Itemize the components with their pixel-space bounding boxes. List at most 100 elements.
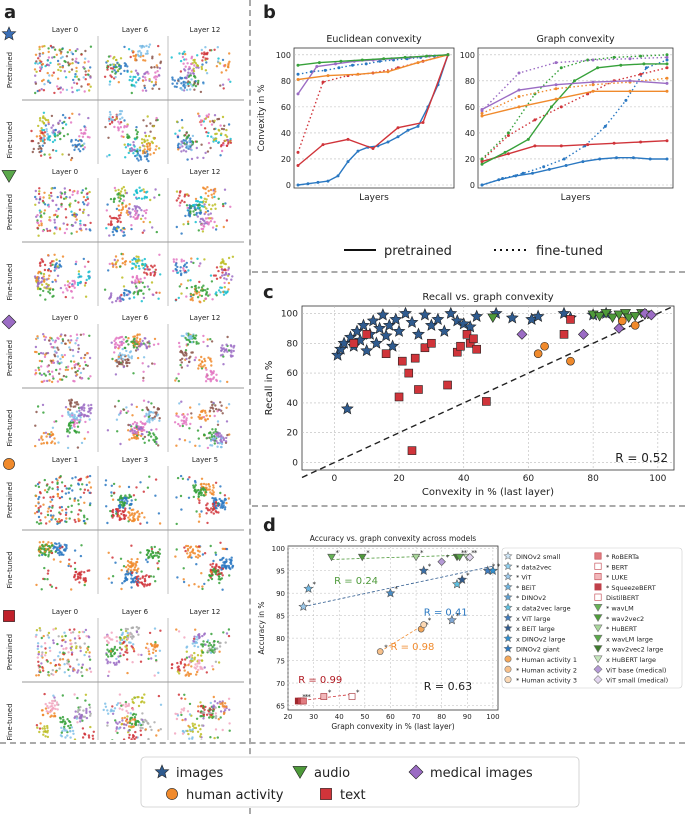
embedding-point [150,66,153,69]
embedding-point [210,511,213,514]
embedding-point [135,577,138,581]
embedding-point [50,360,53,363]
embedding-point [34,369,37,372]
embedding-point [209,568,212,571]
embedding-point [44,124,47,127]
embedding-point [200,223,203,226]
embedding-point [131,281,134,284]
embedding-point [38,359,42,363]
embedding-point [213,640,216,643]
embedding-point [191,134,195,138]
embedding-point [172,258,175,261]
embedding-point [69,334,72,338]
embedding-point [48,339,51,342]
embedding-point [200,491,203,495]
embedding-point [126,651,129,654]
embedding-point [48,373,51,376]
embedding-point [215,65,219,68]
embedding-point [152,575,155,578]
embedding-point [69,424,73,427]
embedding-point [196,665,199,668]
embedding-point [108,262,112,266]
embedding-point [149,130,152,133]
embedding-point [141,712,144,715]
embedding-point [185,271,188,274]
embedding-point [122,365,126,369]
embedding-point [204,491,208,494]
embedding-point [66,365,70,368]
embedding-point [217,57,220,60]
embedding-point [190,157,194,161]
embedding-point [187,674,191,677]
embedding-point [195,203,198,206]
embedding-point [76,283,80,287]
embedding-point [151,57,154,60]
embedding-point [179,349,183,353]
embedding-point [150,264,153,267]
embedding-point [53,269,56,272]
fit-line-audio [331,554,468,560]
embedding-point [57,63,60,66]
diagonal-line [301,305,675,479]
embedding-point [200,355,203,359]
embedding-point [191,141,195,144]
embedding-point [36,647,39,651]
embedding-point [61,721,64,724]
circle-point [566,356,575,366]
embedding-point [140,138,144,141]
model-suffix: * [461,549,465,557]
embedding-point [149,147,152,150]
embedding-point [68,399,71,402]
embedding-point [132,643,135,646]
embedding-point [44,553,47,557]
embedding-point [153,545,156,549]
embedding-point [183,439,187,442]
embedding-point [50,541,53,545]
embedding-point [190,556,193,559]
embedding-point [42,733,45,736]
embedding-point [171,82,174,85]
embedding-point [35,215,38,218]
embedding-point [60,481,64,484]
embedding-point [56,77,60,80]
embedding-point [198,444,201,448]
embedding-point [175,548,178,551]
series-line [481,80,668,111]
embedding-point [207,213,210,216]
series-point [554,61,558,65]
embedding-point [84,57,87,60]
embedding-point [150,546,153,549]
embedding-point [84,132,87,135]
embedding-point [186,279,190,282]
embedding-point [75,373,79,376]
embedding-point [146,265,149,269]
embedding-point [141,576,144,579]
embedding-point [177,668,181,671]
embedding-point [136,72,140,76]
embedding-point [194,208,197,211]
embedding-point [114,72,117,75]
series-point [296,92,300,96]
embedding-point [120,517,123,521]
embedding-point [69,121,73,124]
embedding-point [73,413,76,417]
embedding-point [118,341,122,344]
embedding-point [53,659,56,662]
embedding-point [221,574,224,577]
embedding-point [58,378,62,381]
embedding-point [76,144,79,147]
series-point [603,124,607,128]
embedding-point [52,129,55,132]
embedding-point [112,198,116,201]
embedding-point [229,80,232,83]
embedding-point [117,727,121,730]
embedding-point [80,132,83,135]
embedding-point [155,116,158,120]
embedding-point [197,342,200,345]
embedding-point [52,46,55,49]
embedding-point [114,299,118,303]
embedding-point [123,234,126,237]
embedding-point [47,254,50,257]
embedding-point [41,229,45,233]
embedding-point [157,342,160,346]
